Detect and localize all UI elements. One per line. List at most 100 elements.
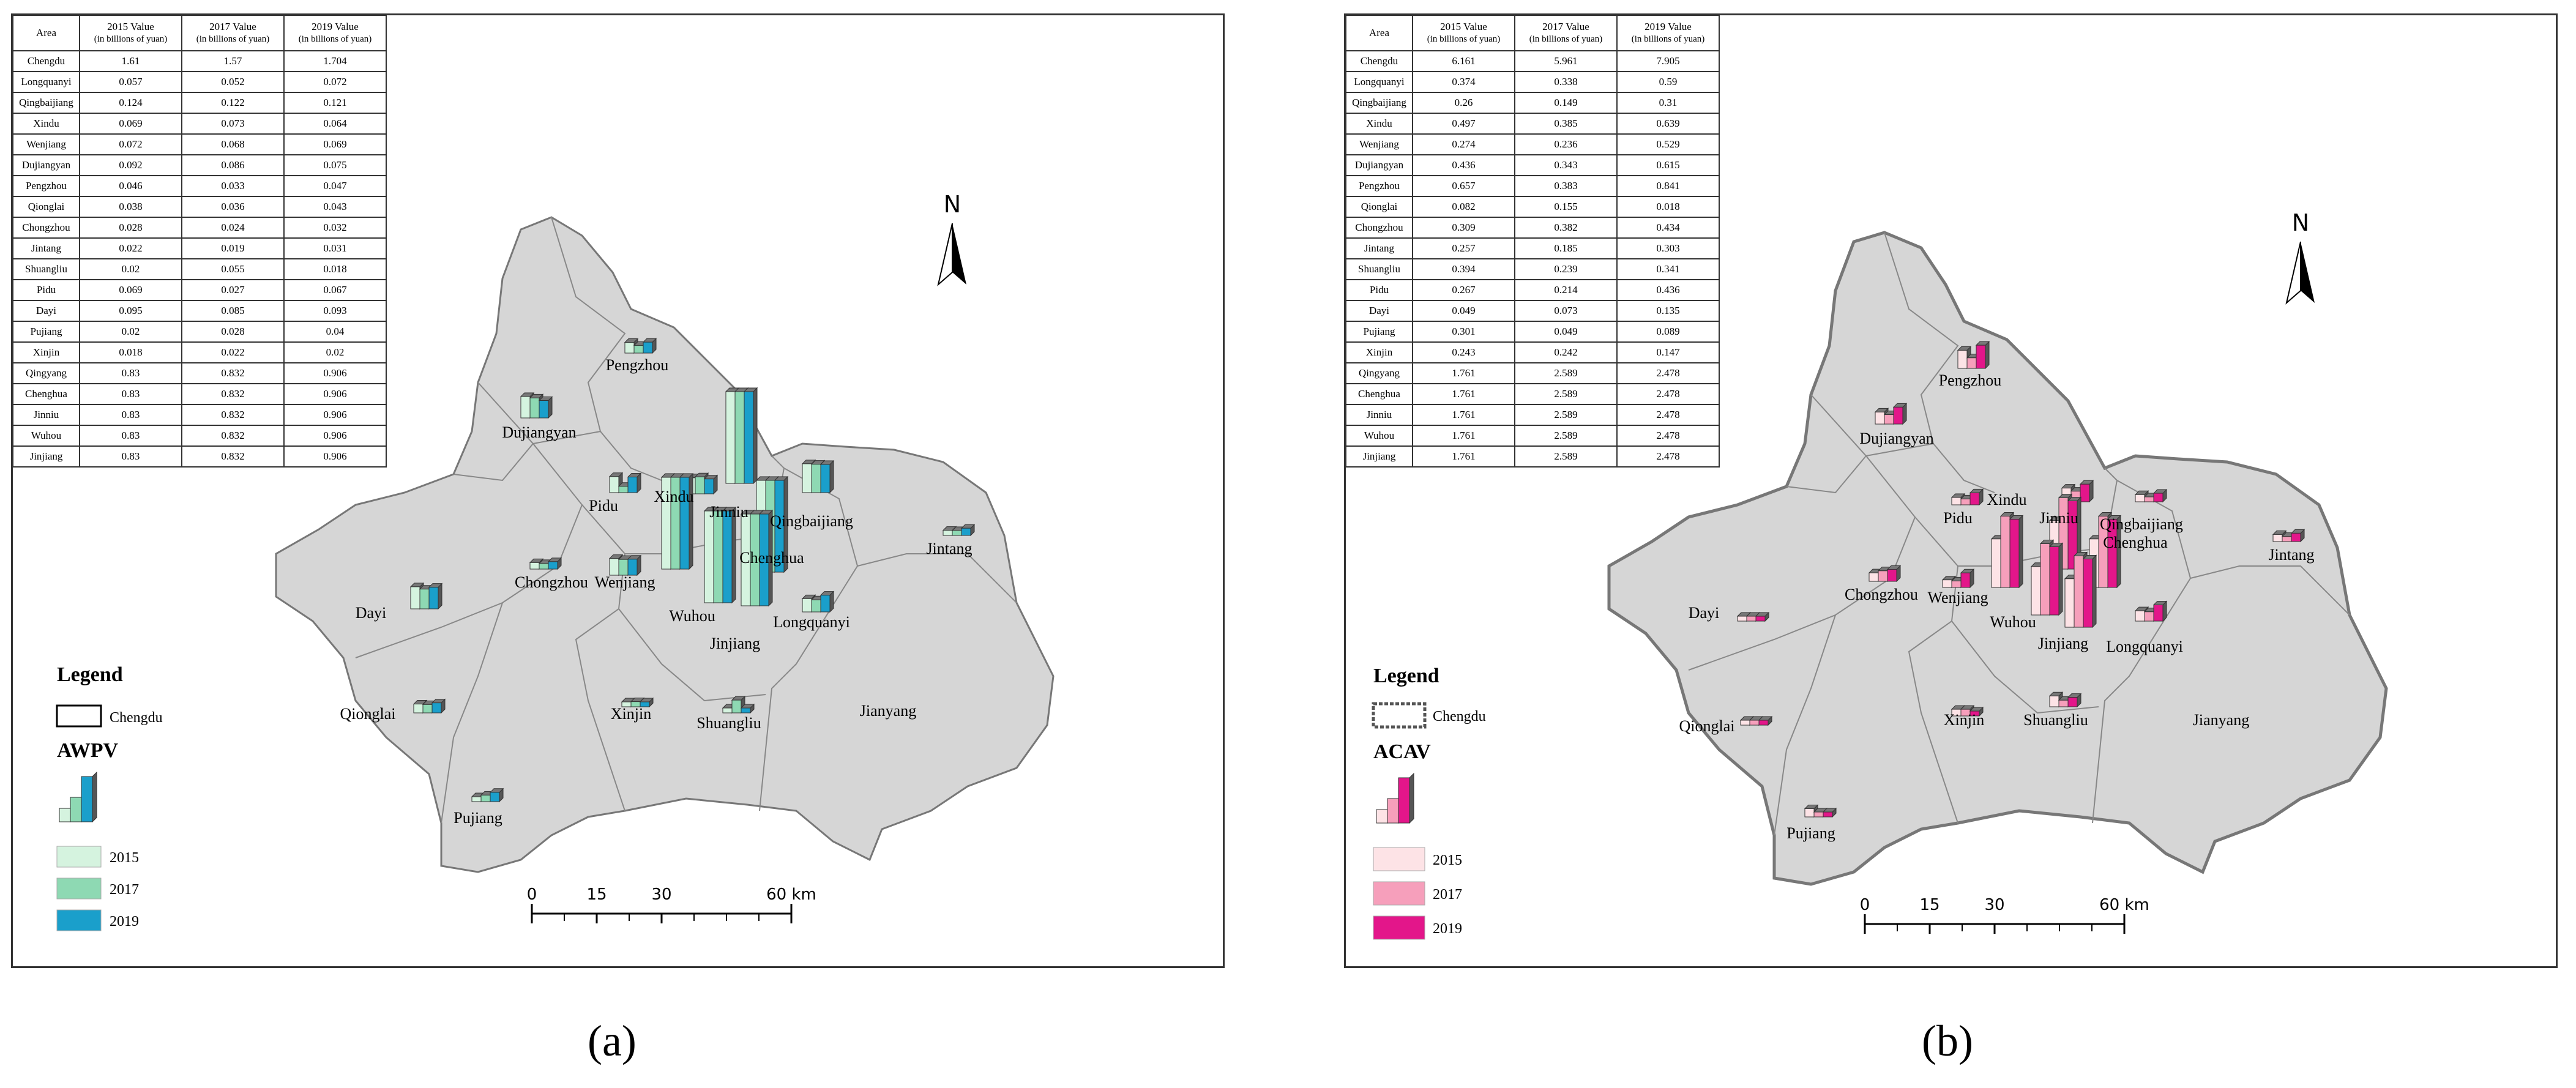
cell-area: Wuhou: [1346, 425, 1413, 447]
bar-side: [1985, 340, 1990, 370]
bar-shuangliu-2017: [2058, 699, 2069, 707]
cell-2015: 0.83: [79, 404, 182, 426]
cell-area: Qionglai: [13, 196, 80, 218]
bar-qingbaijiang-2015: [802, 463, 812, 493]
table-row: Pidu 0.267 0.214 0.436: [1346, 279, 1720, 301]
cell-2019: 0.064: [283, 113, 387, 135]
cell-2017: 0.027: [181, 279, 285, 301]
svg-text:2015: 2015: [1433, 852, 1462, 868]
bar-side: [753, 387, 758, 485]
caption-b: (b): [1922, 1016, 1973, 1065]
district-label: Dujiangyan: [502, 423, 576, 441]
table-row: Jintang 0.022 0.019 0.031: [13, 237, 387, 259]
bar-dayi-2019: [1755, 616, 1766, 622]
bar-wuhou-2015: [704, 510, 714, 603]
cell-2015: 0.049: [1412, 300, 1515, 322]
cell-area: Qingbaijiang: [13, 92, 80, 114]
caption-a: (a): [588, 1016, 637, 1065]
district-labels-b: Pengzhou Dujiangyan Pidu Xindu Jinniu Qingbai…: [1679, 371, 2315, 842]
cell-area: Xindu: [13, 113, 80, 135]
cell-area: Jinniu: [1346, 404, 1413, 426]
cell-2019: 0.615: [1616, 154, 1720, 176]
bar-dayi-2015: [410, 586, 420, 609]
svg-text:60 km: 60 km: [2099, 896, 2149, 914]
cell-2015: 6.161: [1412, 50, 1515, 72]
district-label: Jintang: [2268, 546, 2314, 564]
svg-text:30: 30: [651, 885, 671, 904]
cell-2019: 2.478: [1616, 404, 1720, 426]
table-row: Wenjiang 0.274 0.236 0.529: [1346, 133, 1720, 155]
table-row: Xindu 0.497 0.385 0.639: [1346, 113, 1720, 135]
district-label: Jintang: [926, 540, 972, 557]
cell-area: Chongzhou: [13, 217, 80, 239]
cell-2019: 0.436: [1616, 279, 1720, 301]
cell-2017: 0.832: [181, 425, 285, 447]
bar-qingbaijiang-2019: [820, 464, 831, 493]
cell-2017: 0.382: [1514, 217, 1618, 239]
cell-2017: 0.214: [1514, 279, 1618, 301]
bar-longquanyi-2017: [811, 599, 821, 613]
bar-qingyang-2017: [2000, 515, 2010, 588]
table-row: Dayi 0.095 0.085 0.093: [13, 300, 387, 322]
bar-wenjiang-2019: [627, 559, 638, 576]
north-arrow: N: [937, 191, 966, 286]
bar-wenjiang-2017: [1951, 580, 1962, 588]
svg-text:ACAV: ACAV: [1373, 740, 1431, 763]
cell-2017: 0.085: [181, 300, 285, 322]
bar-pengzhou-2015: [624, 342, 635, 354]
svg-text:30: 30: [1984, 896, 2004, 914]
cell-2015: 0.092: [79, 154, 182, 176]
cell-area: Wuhou: [13, 425, 80, 447]
district-label: Xindu: [1987, 491, 2027, 509]
bar-longquanyi-2017: [2144, 611, 2154, 622]
col-2017: 2017 Value (in billions of yuan): [1514, 15, 1618, 51]
table-row: Qingyang 1.761 2.589 2.478: [1346, 362, 1720, 384]
cell-2015: 0.83: [79, 383, 182, 405]
legend-glyph-bar: [70, 797, 82, 822]
table-row: Pengzhou 0.046 0.033 0.047: [13, 175, 387, 197]
bar-jintang-2017: [2282, 536, 2292, 542]
svg-text:2017: 2017: [1433, 887, 1462, 903]
cell-area: Pengzhou: [1346, 175, 1413, 197]
cell-2019: 0.121: [283, 92, 387, 114]
cell-2017: 0.242: [1514, 341, 1618, 363]
cell-2019: 0.529: [1616, 133, 1720, 155]
table-row: Dayi 0.049 0.073 0.135: [1346, 300, 1720, 322]
cell-2015: 0.022: [79, 237, 182, 259]
cell-area: Wenjiang: [1346, 133, 1413, 155]
table-row: Wuhou 1.761 2.589 2.478: [1346, 425, 1720, 447]
bar-qingbaijiang-2017: [2144, 496, 2154, 502]
district-label: Dayi: [356, 604, 387, 622]
scale-bar: 0 15 30 60 km: [1860, 896, 2149, 934]
col-2015: 2015 Value (in billions of yuan): [1412, 15, 1515, 51]
cell-2019: 0.067: [283, 279, 387, 301]
bar-longquanyi-2019: [2153, 604, 2163, 622]
cell-area: Shuangliu: [1346, 258, 1413, 280]
bar-wuhou-2019: [2049, 546, 2059, 616]
cell-2017: 0.055: [181, 258, 285, 280]
cell-area: Jintang: [13, 237, 80, 259]
district-label: Qingbaijiang: [2100, 515, 2183, 533]
bar-shuangliu-2015: [722, 707, 733, 714]
bar-dujiangyan-2015: [1875, 411, 1885, 425]
cell-2015: 0.26: [1412, 92, 1515, 114]
cell-2017: 0.185: [1514, 237, 1618, 259]
table-row: Wenjiang 0.072 0.068 0.069: [13, 133, 387, 155]
district-label: Xindu: [654, 488, 694, 505]
cell-2015: 0.02: [79, 321, 182, 343]
cell-2019: 2.478: [1616, 383, 1720, 405]
table-row: Chengdu 6.161 5.961 7.905: [1346, 50, 1720, 72]
table-row: Pidu 0.069 0.027 0.067: [13, 279, 387, 301]
data-table-b: Area 2015 Value (in billions of yuan) 201…: [1346, 15, 1720, 468]
bar-xindu-2019: [2080, 483, 2090, 502]
table-row: Dujiangyan 0.092 0.086 0.075: [13, 154, 387, 176]
bar-wuhou-2019: [722, 510, 733, 603]
cell-2019: 0.135: [1616, 300, 1720, 322]
cell-area: Qingyang: [13, 362, 80, 384]
cell-2019: 2.478: [1616, 362, 1720, 384]
district-label: Qionglai: [1679, 717, 1735, 735]
bar-jinniu-2015: [725, 391, 736, 484]
cell-2017: 0.086: [181, 154, 285, 176]
cell-2017: 0.033: [181, 175, 285, 197]
cell-2019: 0.639: [1616, 113, 1720, 135]
